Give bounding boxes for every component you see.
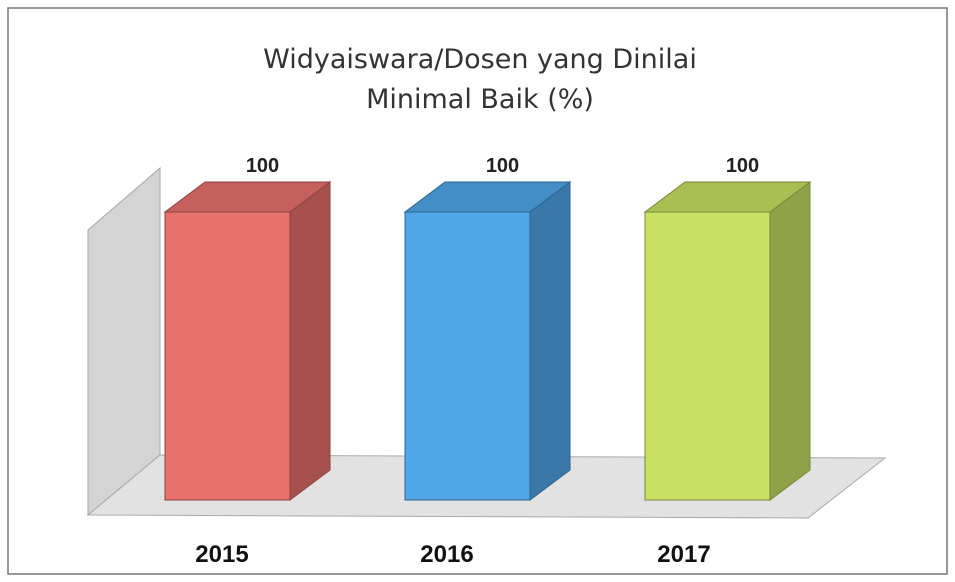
back-wall xyxy=(87,166,161,517)
x-tick-label: 2017 xyxy=(657,541,710,568)
data-label: 100 xyxy=(726,155,759,177)
bar-front xyxy=(404,211,531,501)
bar xyxy=(403,181,572,501)
x-tick-label: 2015 xyxy=(195,541,248,568)
x-tick-label: 2016 xyxy=(420,541,473,568)
bar-side xyxy=(289,181,331,501)
data-label: 100 xyxy=(486,155,519,177)
data-label: 100 xyxy=(246,155,279,177)
bar-front xyxy=(164,211,291,501)
bar xyxy=(643,181,812,501)
bar-side xyxy=(769,181,811,501)
bar-side xyxy=(529,181,571,501)
bar-front xyxy=(644,211,771,501)
chart-title: Widyaiswara/Dosen yang Dinilai Minimal B… xyxy=(263,44,697,115)
bar xyxy=(163,181,332,501)
